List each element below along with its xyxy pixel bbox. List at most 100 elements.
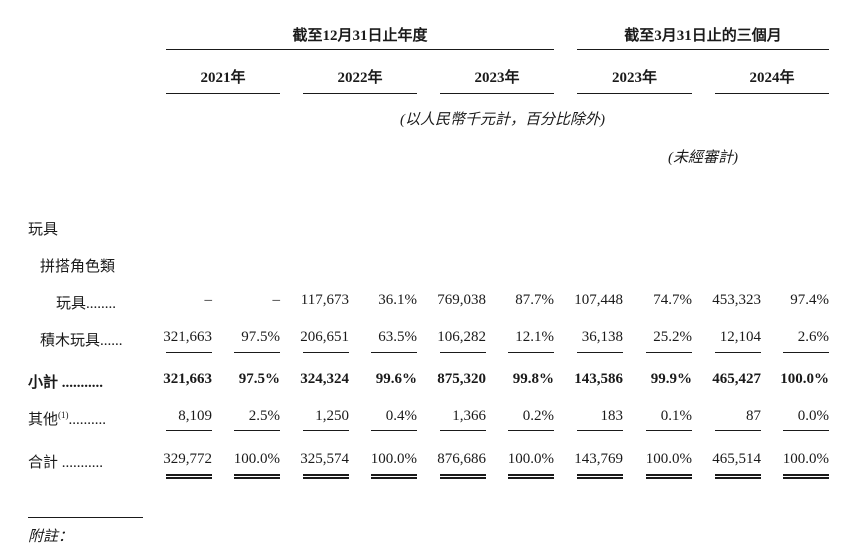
cell-total-1: 100.0% [233,451,280,467]
year-header-2021: 2021年 [200,70,246,86]
cell-underline [646,352,692,353]
cell-other-9: 0.0% [797,408,829,424]
cell-subtotal-5: 99.8% [512,371,554,387]
cell-subtotal-3: 99.6% [375,371,417,387]
cell-total-0: 329,772 [163,451,212,467]
cell-assembly-toys-5: 87.7% [515,292,554,308]
cell-other-3: 0.4% [385,408,417,424]
year-header-2024-q1: 2024年 [749,70,795,86]
cell-underline [166,430,212,431]
cell-building-4: 106,282 [437,329,486,345]
label-building-blocks: 積木玩具...... [40,333,123,349]
cell-total-6: 143,769 [574,451,623,467]
cell-building-5: 12.1% [515,329,554,345]
cell-other-4: 1,366 [452,408,486,424]
cell-subtotal-2: 324,324 [300,371,349,387]
header-group-annual: 截至12月31日止年度 [292,28,428,44]
cell-building-0: 321,663 [163,329,212,345]
cell-underline [783,430,829,431]
cell-underline [783,352,829,353]
cell-assembly-toys-7: 74.7% [653,292,692,308]
cell-subtotal-9: 100.0% [780,371,829,387]
cell-building-3: 63.5% [378,329,417,345]
footnote-label: 附註： [28,529,74,545]
cell-underline [577,352,623,353]
cell-total-3: 100.0% [370,451,417,467]
unit-note: (以人民幣千元計，百分比除外) [400,112,605,128]
total-double-underline [166,474,212,479]
total-double-underline [440,474,486,479]
year-rule-2022 [303,93,417,94]
cell-other-6: 183 [600,408,624,424]
total-double-underline [371,474,417,479]
cell-underline [234,352,280,353]
cell-other-0: 8,109 [178,408,212,424]
cell-building-6: 36,138 [581,329,623,345]
cell-subtotal-6: 143,586 [574,371,623,387]
header-group-quarter-rule [577,49,829,50]
cell-total-2: 325,574 [300,451,349,467]
cell-total-8: 465,514 [712,451,761,467]
cell-underline [303,430,349,431]
header-group-annual-rule [166,49,554,50]
cell-total-5: 100.0% [507,451,554,467]
total-double-underline [508,474,554,479]
cell-underline [646,430,692,431]
cell-building-7: 25.2% [653,329,692,345]
cell-subtotal-8: 465,427 [712,371,761,387]
footnote-marker: (1) [58,410,69,420]
total-double-underline [577,474,623,479]
cell-underline [234,430,280,431]
cell-other-7: 0.1% [660,408,692,424]
cell-total-7: 100.0% [645,451,692,467]
label-assembly-toys: 玩具........ [56,296,117,312]
cell-assembly-toys-3: 36.1% [378,292,417,308]
cell-underline [371,352,417,353]
cell-other-1: 2.5% [248,408,280,424]
label-assembly-category: 拼搭角色類 [40,259,116,275]
cell-subtotal-1: 97.5% [238,371,280,387]
total-double-underline [783,474,829,479]
cell-building-1: 97.5% [241,329,280,345]
cell-total-9: 100.0% [782,451,829,467]
cell-subtotal-7: 99.9% [650,371,692,387]
total-double-underline [234,474,280,479]
header-group-quarter: 截至3月31日止的三個月 [624,28,782,44]
year-rule-2021 [166,93,280,94]
cell-building-9: 2.6% [797,329,829,345]
cell-subtotal-0: 321,663 [163,371,212,387]
cell-underline [166,352,212,353]
label-subtotal: 小計 ........... [28,375,104,391]
year-rule-2024-q1 [715,93,829,94]
footnote-rule [28,517,143,518]
cell-underline [508,430,554,431]
cell-other-8: 87 [746,408,761,424]
cell-assembly-toys-4: 769,038 [437,292,486,308]
cell-total-4: 876,686 [437,451,486,467]
cell-underline [440,430,486,431]
cell-building-2: 206,651 [300,329,349,345]
total-double-underline [303,474,349,479]
label-other-text: 其他 [28,412,59,428]
label-other-dots: .......... [68,412,107,428]
cell-other-5: 0.2% [522,408,554,424]
cell-assembly-toys-0: – [204,292,213,308]
cell-subtotal-4: 875,320 [437,371,486,387]
cell-underline [508,352,554,353]
year-header-2023-q1: 2023年 [611,70,657,86]
year-rule-2023-annual [440,93,554,94]
cell-underline [715,352,761,353]
year-rule-2023-q1 [577,93,692,94]
cell-other-2: 1,250 [315,408,349,424]
cell-assembly-toys-2: 117,673 [300,292,349,308]
cell-assembly-toys-9: 97.4% [790,292,829,308]
cell-assembly-toys-1: – [272,292,281,308]
label-toys: 玩具 [28,222,59,238]
label-total: 合計 ........... [28,455,104,471]
cell-underline [440,352,486,353]
total-double-underline [646,474,692,479]
label-other: 其他(1).......... [28,408,106,429]
cell-assembly-toys-6: 107,448 [574,292,623,308]
cell-assembly-toys-8: 453,323 [712,292,761,308]
cell-underline [577,430,623,431]
